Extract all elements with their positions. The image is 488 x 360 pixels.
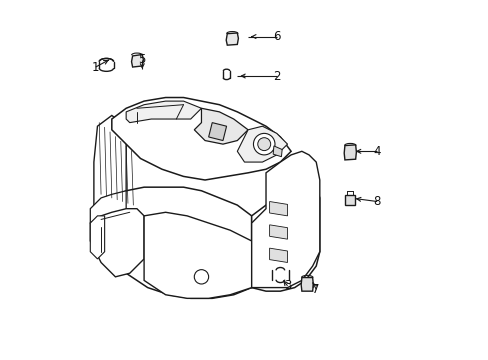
Polygon shape <box>126 101 201 123</box>
Polygon shape <box>94 187 251 298</box>
Polygon shape <box>344 195 354 205</box>
Polygon shape <box>251 151 319 288</box>
Text: 2: 2 <box>272 69 280 82</box>
Polygon shape <box>301 278 313 291</box>
Circle shape <box>194 270 208 284</box>
Text: 8: 8 <box>373 195 380 208</box>
Polygon shape <box>237 126 287 162</box>
Text: 6: 6 <box>272 30 280 43</box>
Polygon shape <box>208 123 226 140</box>
Polygon shape <box>90 191 126 234</box>
Polygon shape <box>194 108 247 144</box>
Text: 7: 7 <box>312 283 319 296</box>
Circle shape <box>257 138 270 150</box>
Text: 3: 3 <box>283 279 291 292</box>
Text: 4: 4 <box>373 145 380 158</box>
Polygon shape <box>112 98 290 180</box>
Polygon shape <box>226 33 238 45</box>
Polygon shape <box>94 116 126 209</box>
Polygon shape <box>251 184 319 291</box>
Polygon shape <box>269 202 287 216</box>
Polygon shape <box>144 212 251 298</box>
Polygon shape <box>131 54 143 67</box>
Polygon shape <box>344 145 356 160</box>
Polygon shape <box>269 248 287 262</box>
Polygon shape <box>273 146 282 157</box>
Polygon shape <box>90 216 104 259</box>
Circle shape <box>253 134 274 155</box>
Polygon shape <box>90 209 144 277</box>
Polygon shape <box>269 225 287 239</box>
Text: 1: 1 <box>92 60 99 73</box>
Text: 5: 5 <box>138 53 146 66</box>
